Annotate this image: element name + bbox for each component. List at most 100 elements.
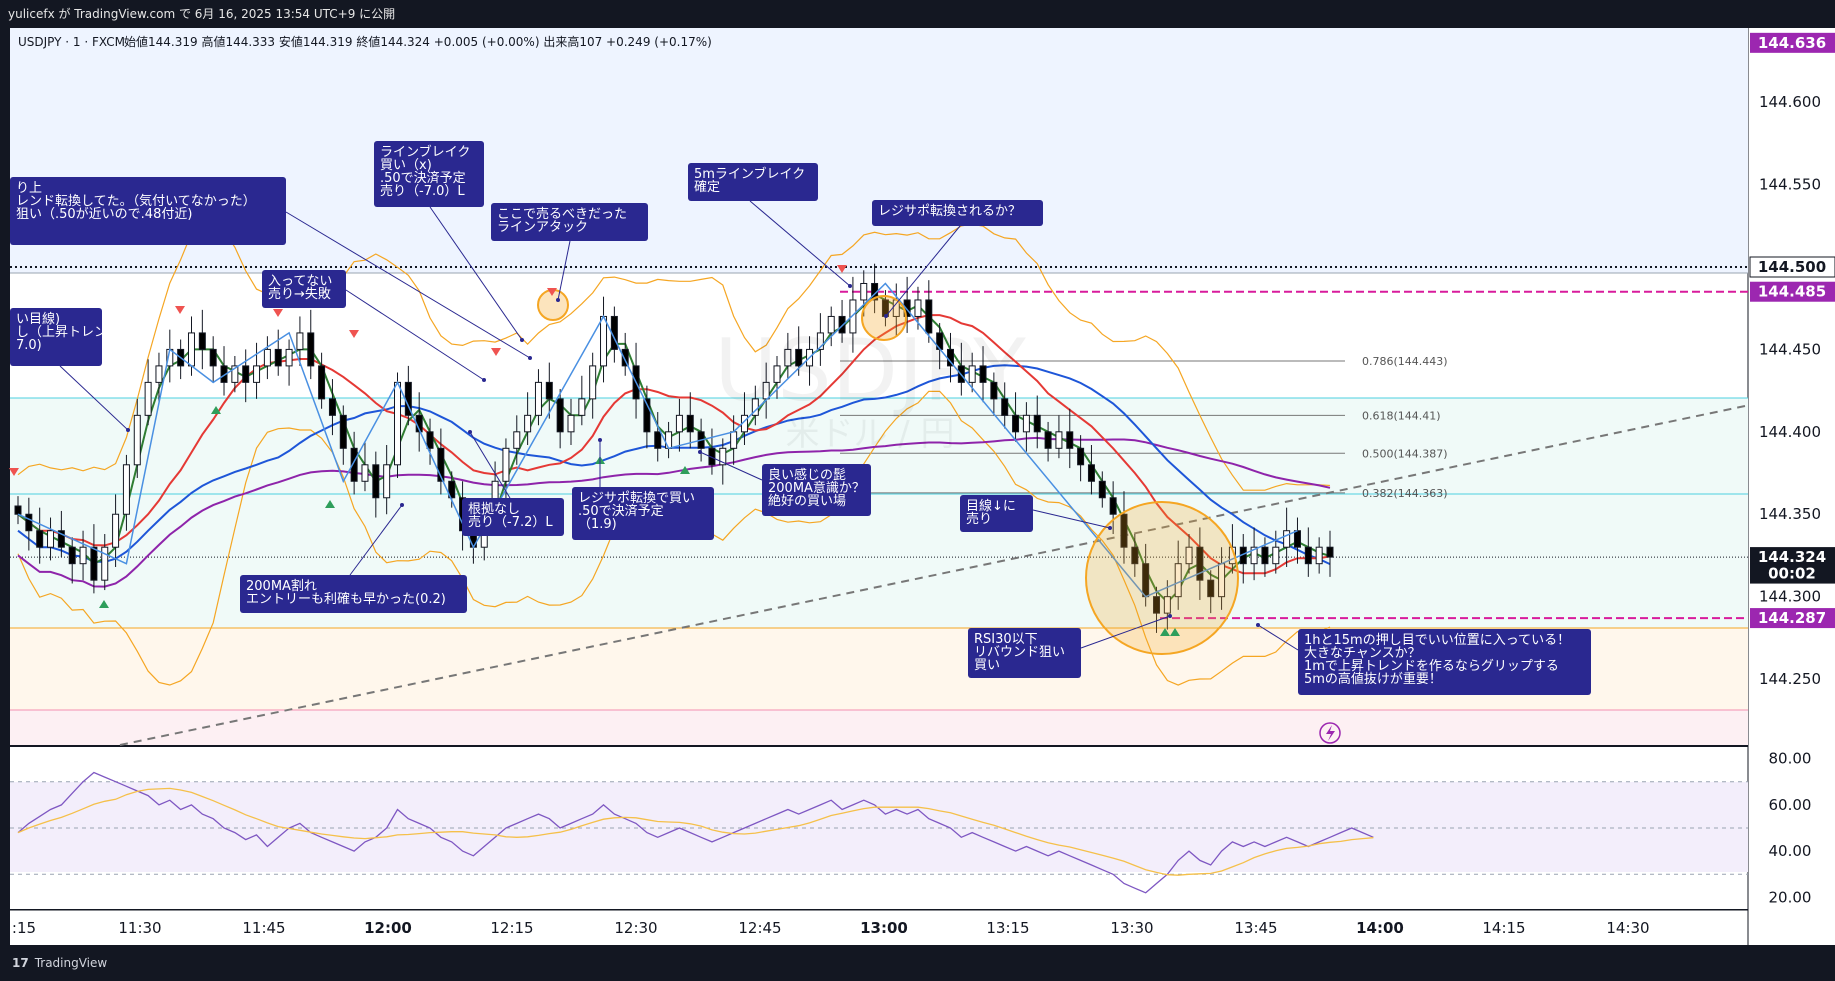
- candle-body: [654, 431, 662, 449]
- lightning-icon[interactable]: [1319, 722, 1341, 744]
- price-tag-label: 144.636: [1758, 34, 1826, 52]
- highlight-circle-large: [1085, 501, 1239, 655]
- candle-body: [1120, 513, 1128, 548]
- candle: [318, 352, 326, 409]
- candle: [198, 309, 206, 370]
- time-tick-10: 13:45: [1234, 919, 1277, 937]
- candle-body: [1261, 546, 1269, 565]
- price-tag-bg: [1750, 608, 1835, 629]
- annotation-line: 売り（-7.0）L: [380, 183, 465, 199]
- price-tick-5: 144.300: [1759, 588, 1821, 606]
- candle: [1153, 586, 1161, 633]
- candle: [643, 385, 651, 449]
- candle-body: [1185, 546, 1193, 565]
- annotation-a2: い目線)し（上昇トレンドの為)7.0): [10, 308, 151, 432]
- candle: [827, 306, 835, 347]
- candle: [25, 497, 33, 551]
- publish-header: yulicefx が TradingView.com で 6月 16, 2025…: [0, 0, 1835, 28]
- price-tick-1: 144.550: [1759, 176, 1821, 194]
- legend-symbol[interactable]: USDJPY · 1 · FXCM: [18, 35, 125, 49]
- annotation-layer: り上レンド転換してた。（気付いてなかった）狙い（.50が近いので.48付近)い目…: [10, 141, 1591, 695]
- time-tick-9: 13:30: [1110, 919, 1153, 937]
- annotation-pointer: [885, 225, 961, 317]
- annotation-pointer: [345, 289, 485, 381]
- price-axis-bg[interactable]: [1748, 28, 1835, 945]
- rsi-tick-3: 20.00: [1769, 888, 1812, 906]
- candle-body: [1283, 530, 1291, 548]
- footer-brand[interactable]: TradingView: [34, 956, 108, 970]
- price-tick-2: 144.450: [1759, 340, 1821, 358]
- annotation-line: （1.9): [578, 517, 617, 532]
- annotation-pointer: [429, 206, 523, 341]
- candle-body: [285, 348, 293, 367]
- candle-body: [1131, 546, 1139, 565]
- candle-body: [350, 447, 358, 482]
- candle: [784, 332, 792, 380]
- candle: [556, 388, 564, 449]
- candle: [307, 309, 315, 380]
- annotation-box: [10, 308, 102, 366]
- candle: [524, 392, 532, 446]
- annotation-line: ラインブレイク: [380, 144, 470, 160]
- candle: [621, 332, 629, 376]
- watermark-name: 米ドル / 円: [785, 414, 954, 454]
- price-tag-label: 00:02: [1768, 565, 1816, 583]
- candle: [990, 372, 998, 416]
- candle: [1163, 580, 1171, 630]
- candle-body: [556, 398, 564, 433]
- candle-body: [990, 381, 998, 400]
- annotation-line: 確定: [694, 179, 720, 195]
- price-tick-3: 144.400: [1759, 423, 1821, 441]
- candle: [1066, 408, 1074, 469]
- annotation-pointer: [749, 200, 851, 287]
- candle-body: [90, 546, 98, 581]
- candle-body: [144, 381, 152, 416]
- candle: [242, 349, 250, 403]
- candle: [719, 438, 727, 485]
- buy-marker-0: [99, 600, 109, 608]
- candle-body: [925, 299, 933, 334]
- price-tag-1: 144.500: [1749, 256, 1835, 278]
- annotation-line: 1mで上昇トレンドを作るならグリップする: [1304, 659, 1559, 674]
- candle: [1001, 382, 1009, 429]
- candle-body: [849, 299, 857, 334]
- rsi-tick-0: 80.00: [1769, 750, 1812, 768]
- candle: [372, 451, 380, 518]
- candle-body: [426, 431, 434, 449]
- candle-body: [1163, 596, 1171, 614]
- zone-bottom-pink: [10, 710, 1748, 745]
- candle: [1055, 415, 1063, 459]
- candle-body: [567, 414, 575, 433]
- annotation-line: 狙い（.50が近いので.48付近): [16, 207, 192, 222]
- annotation-box: [240, 575, 467, 613]
- candle-body: [253, 365, 261, 383]
- price-tag-bg: [1749, 256, 1835, 278]
- candle: [968, 352, 976, 393]
- candle-body: [361, 464, 369, 482]
- annotation-line: い目線): [16, 311, 60, 327]
- sell-marker-6: [837, 265, 847, 273]
- rsi-tick-1: 60.00: [1769, 796, 1812, 814]
- candle: [155, 352, 163, 403]
- candle-body: [318, 365, 326, 400]
- annotation-line: 絶好の買い場: [768, 493, 846, 509]
- annotation-box: [968, 628, 1081, 678]
- candle-body: [1066, 431, 1074, 449]
- rsi-layer: [17, 771, 1374, 894]
- candle: [1109, 481, 1117, 535]
- candle: [253, 342, 261, 399]
- candle: [68, 537, 76, 584]
- candle-body: [675, 414, 683, 433]
- candle-body: [1272, 546, 1280, 565]
- annotation-line: 買い: [974, 658, 1000, 673]
- candle-body: [79, 546, 87, 565]
- annotation-pointer: [285, 211, 531, 359]
- annotation-line: .50で決済予定: [380, 170, 466, 186]
- candle: [144, 359, 152, 426]
- annotation-box: [960, 495, 1033, 532]
- candle-body: [328, 398, 336, 416]
- sell-marker-4: [491, 348, 501, 356]
- time-axis-bg[interactable]: [10, 910, 1748, 945]
